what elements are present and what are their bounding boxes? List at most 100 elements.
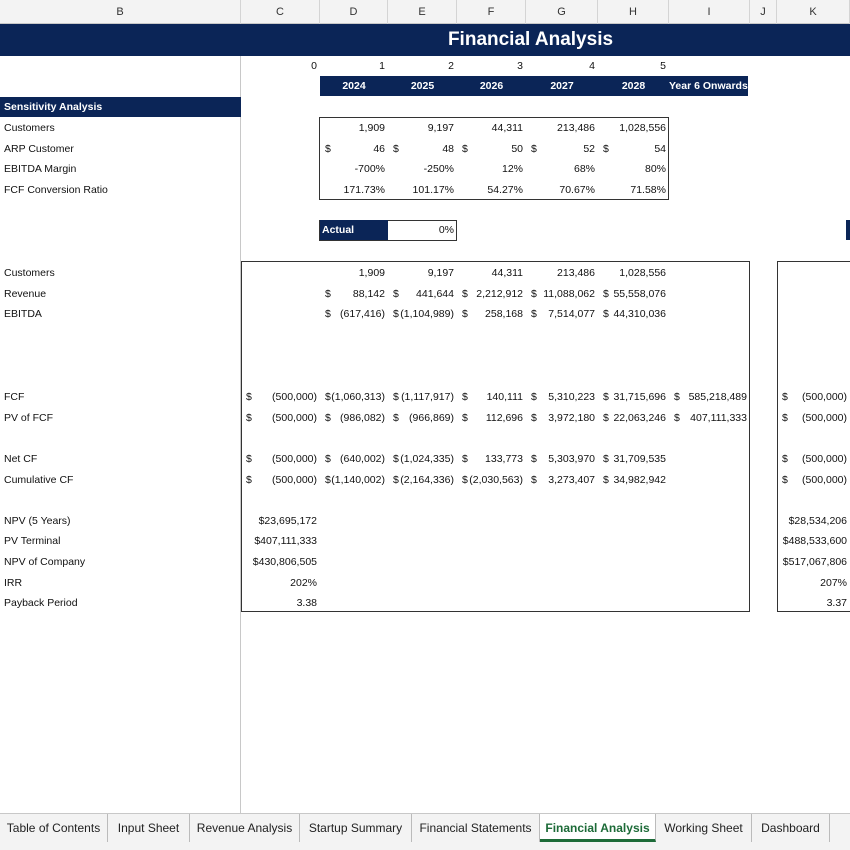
sensitivity-cell[interactable]: 1,909 [320, 118, 388, 138]
sensitivity-cell[interactable]: -700% [320, 159, 388, 179]
sensitivity-cell[interactable]: $46 [320, 139, 388, 159]
value-cell[interactable]: $258,168 [457, 304, 526, 324]
value-cell[interactable]: $3,972,180 [526, 408, 598, 428]
column-header-F[interactable]: F [457, 0, 526, 24]
period-number[interactable]: 1 [320, 56, 388, 76]
value-cell[interactable]: $3,273,407 [526, 470, 598, 490]
sheet-tab-startup-summary[interactable]: Startup Summary [300, 814, 412, 842]
sensitivity-cell[interactable]: $54 [598, 139, 669, 159]
column-header-J[interactable]: J [750, 0, 777, 24]
value-cell[interactable]: 9,197 [388, 263, 457, 283]
value-cell[interactable]: $133,773 [457, 449, 526, 469]
value-cell[interactable]: $441,644 [388, 284, 457, 304]
column-header-C[interactable]: C [241, 0, 320, 24]
value-cell[interactable]: $488,533,600 [777, 531, 850, 551]
value-cell[interactable]: 202% [241, 573, 320, 593]
sheet-tab-table-of-contents[interactable]: Table of Contents [0, 814, 108, 842]
value-cell[interactable]: 3.37 [777, 593, 850, 613]
value-cell[interactable]: $5,310,223 [526, 387, 598, 407]
value-cell[interactable]: 213,486 [526, 263, 598, 283]
value-cell[interactable]: $ (640,002) [320, 449, 388, 469]
period-number[interactable]: 5 [598, 56, 669, 76]
sensitivity-cell[interactable]: 9,197 [388, 118, 457, 138]
value-cell[interactable]: $ (1,024,335) [388, 449, 457, 469]
value-cell[interactable]: $407,111,333 [669, 408, 750, 428]
column-header-B[interactable]: B [0, 0, 241, 24]
sensitivity-cell[interactable]: 70.67% [526, 180, 598, 200]
value-cell[interactable]: $430,806,505 [241, 552, 320, 572]
value-cell[interactable]: $28,534,206 [777, 511, 850, 531]
value-cell[interactable]: $ (986,082) [320, 408, 388, 428]
value-cell[interactable]: $ (617,416) [320, 304, 388, 324]
sensitivity-cell[interactable]: $50 [457, 139, 526, 159]
sheet-tab-revenue-analysis[interactable]: Revenue Analysis [190, 814, 300, 842]
value-cell[interactable]: $23,695,172 [241, 511, 320, 531]
value-cell[interactable]: $ (966,869) [388, 408, 457, 428]
sensitivity-cell[interactable]: $52 [526, 139, 598, 159]
value-cell[interactable]: $44,310,036 [598, 304, 669, 324]
value-cell[interactable]: $ (2,164,336) [388, 470, 457, 490]
column-header-E[interactable]: E [388, 0, 457, 24]
column-header-G[interactable]: G [526, 0, 598, 24]
sensitivity-cell[interactable]: 68% [526, 159, 598, 179]
value-cell[interactable]: $112,696 [457, 408, 526, 428]
column-header-D[interactable]: D [320, 0, 388, 24]
value-cell[interactable]: $407,111,333 [241, 531, 320, 551]
period-number[interactable]: 4 [526, 56, 598, 76]
value-cell[interactable]: $7,514,077 [526, 304, 598, 324]
actual-percent-input[interactable]: 0% [388, 220, 457, 240]
value-cell[interactable]: 44,311 [457, 263, 526, 283]
value-cell[interactable]: $ (500,000) [777, 449, 850, 469]
sensitivity-cell[interactable]: $48 [388, 139, 457, 159]
value-cell[interactable]: $22,063,246 [598, 408, 669, 428]
value-cell[interactable]: $ (2,030,563) [457, 470, 526, 490]
sensitivity-cell[interactable]: 213,486 [526, 118, 598, 138]
value-cell[interactable]: $ (500,000) [241, 449, 320, 469]
column-header-I[interactable]: I [669, 0, 750, 24]
column-header-K[interactable]: K [777, 0, 850, 24]
value-cell[interactable]: $ (500,000) [241, 387, 320, 407]
value-cell[interactable]: $ (1,140,002) [320, 470, 388, 490]
value-cell[interactable]: $ (500,000) [777, 408, 850, 428]
sheet-tab-dashboard[interactable]: Dashboard [752, 814, 830, 842]
value-cell[interactable]: $ (1,104,989) [388, 304, 457, 324]
value-cell[interactable]: 207% [777, 573, 850, 593]
sensitivity-cell[interactable]: 80% [598, 159, 669, 179]
value-cell[interactable]: $ (500,000) [241, 408, 320, 428]
sensitivity-cell[interactable]: -250% [388, 159, 457, 179]
value-cell[interactable]: $517,067,806 [777, 552, 850, 572]
value-cell[interactable]: $34,982,942 [598, 470, 669, 490]
value-cell[interactable]: $140,111 [457, 387, 526, 407]
value-cell[interactable]: $55,558,076 [598, 284, 669, 304]
period-number[interactable]: 3 [457, 56, 526, 76]
column-header-H[interactable]: H [598, 0, 669, 24]
sensitivity-cell[interactable]: 71.58% [598, 180, 669, 200]
sheet-tab-financial-statements[interactable]: Financial Statements [412, 814, 540, 842]
sensitivity-cell[interactable]: 12% [457, 159, 526, 179]
value-cell[interactable]: $2,212,912 [457, 284, 526, 304]
sensitivity-cell[interactable]: 171.73% [320, 180, 388, 200]
value-cell[interactable]: $ (500,000) [777, 470, 850, 490]
value-cell[interactable]: 3.38 [241, 593, 320, 613]
value-cell[interactable]: 1,909 [320, 263, 388, 283]
period-number[interactable]: 0 [241, 56, 320, 76]
value-cell[interactable]: $31,715,696 [598, 387, 669, 407]
sensitivity-cell[interactable]: 54.27% [457, 180, 526, 200]
value-cell[interactable]: $ (1,117,917) [388, 387, 457, 407]
value-cell[interactable]: $ (500,000) [241, 470, 320, 490]
sheet-tab-working-sheet[interactable]: Working Sheet [656, 814, 752, 842]
value-cell[interactable]: $11,088,062 [526, 284, 598, 304]
value-cell[interactable]: $ (500,000) [777, 387, 850, 407]
value-cell[interactable]: $5,303,970 [526, 449, 598, 469]
sheet-tab-input-sheet[interactable]: Input Sheet [108, 814, 190, 842]
value-cell[interactable]: $585,218,489 [669, 387, 750, 407]
sensitivity-cell[interactable]: 101.17% [388, 180, 457, 200]
period-number[interactable]: 2 [388, 56, 457, 76]
value-cell[interactable]: $ (1,060,313) [320, 387, 388, 407]
value-cell[interactable]: $88,142 [320, 284, 388, 304]
value-cell[interactable]: $31,709,535 [598, 449, 669, 469]
sensitivity-cell[interactable]: 44,311 [457, 118, 526, 138]
sheet-tab-financial-analysis[interactable]: Financial Analysis [540, 814, 656, 842]
sensitivity-cell[interactable]: 1,028,556 [598, 118, 669, 138]
value-cell[interactable]: 1,028,556 [598, 263, 669, 283]
